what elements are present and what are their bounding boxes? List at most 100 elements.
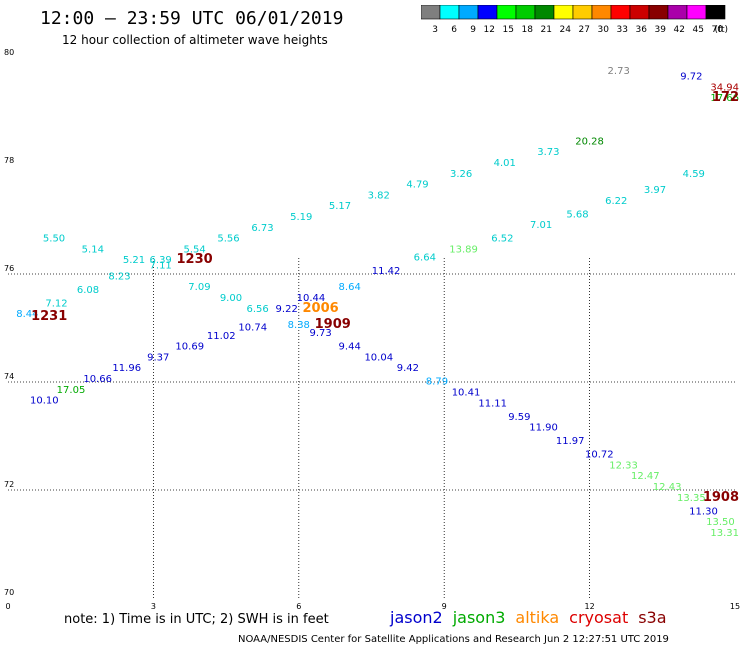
scale-label: 27	[579, 25, 590, 35]
wave-height-label: 5.68	[566, 209, 588, 220]
x-tick-label: 15	[730, 602, 740, 611]
wave-height-label: 3.26	[450, 169, 472, 180]
wave-height-label: 9.73	[309, 328, 331, 339]
scale-label: 12	[484, 25, 495, 35]
wave-height-label: 5.17	[329, 201, 351, 212]
wave-height-label: 12.47	[631, 471, 660, 482]
wave-height-label: 13.89	[449, 244, 478, 255]
wave-height-label: 4.79	[406, 180, 428, 191]
wave-height-label: 11.90	[529, 423, 558, 434]
wave-height-label: 6.52	[491, 234, 513, 245]
wave-height-label: 11.97	[556, 436, 585, 447]
wave-height-label: 10.66	[83, 374, 112, 385]
wave-height-label: 6.08	[77, 285, 99, 296]
scale-label: 21	[541, 25, 552, 35]
y-tick-label: 78	[4, 156, 14, 165]
wave-height-label: 10.44	[297, 293, 326, 304]
wave-height-label: 1231	[31, 309, 67, 324]
y-tick-label: 72	[4, 480, 14, 489]
scale-label: 3	[432, 25, 438, 35]
scale-label: 24	[560, 25, 572, 35]
legend-item-jason3: jason3	[452, 608, 506, 627]
chart-title: 12:00 – 23:59 UTC 06/01/2019	[40, 8, 344, 29]
wave-height-label: 4.59	[683, 169, 705, 180]
wave-height-label: 9.42	[397, 363, 419, 374]
wave-height-label: 7.01	[530, 220, 552, 231]
wave-height-label: 9.44	[339, 342, 361, 353]
y-tick-label: 74	[4, 372, 14, 381]
wave-height-label: 10.04	[364, 352, 393, 363]
chart-axes: 0 3 6 9 12 15 70 72 74 76 78 80	[4, 48, 740, 611]
wave-height-label: 9.00	[220, 293, 242, 304]
wave-height-label: 10.41	[452, 388, 481, 399]
wave-height-label: 7.11	[150, 261, 172, 272]
scale-label: 33	[617, 25, 628, 35]
scale-label: 42	[674, 25, 685, 35]
wave-height-label: 1909	[315, 317, 351, 332]
wave-height-label: 13.50	[706, 517, 735, 528]
wave-height-label: 13.31	[710, 528, 739, 539]
wave-height-label: 13.35	[677, 493, 706, 504]
wave-height-label: 9.22	[276, 304, 298, 315]
wave-height-label: 8.64	[339, 282, 361, 293]
x-tick-label: 0	[5, 602, 10, 611]
wave-height-label: 6.39	[150, 255, 172, 266]
footer-note: note: 1) Time is in UTC; 2) SWH is in fe…	[64, 612, 329, 627]
legend-item-jason2: jason2	[390, 608, 443, 627]
wave-height-label: 8.23	[108, 271, 130, 282]
wave-height-label: 5.50	[43, 234, 65, 245]
chart-grid	[8, 258, 735, 598]
wave-height-label: 10.10	[30, 396, 59, 407]
scale-label: 6	[451, 25, 457, 35]
scale-label: 15	[503, 25, 514, 35]
chart-subtitle: 12 hour collection of altimeter wave hei…	[62, 33, 328, 47]
wave-height-label: 6.22	[605, 196, 627, 207]
wave-height-label: 11.96	[112, 363, 141, 374]
x-tick-label: 9	[442, 602, 447, 611]
wave-height-label: 7.09	[188, 282, 210, 293]
wave-height-label: 10.69	[175, 342, 204, 353]
wave-height-label: 7.12	[45, 298, 67, 309]
wave-height-label: 2006	[303, 301, 339, 316]
y-tick-label: 70	[4, 588, 14, 597]
wave-height-label: 8.38	[288, 320, 310, 331]
scale-label: 9	[470, 25, 476, 35]
wave-height-label: 17.66	[710, 93, 739, 104]
wave-height-label: 4.01	[494, 158, 516, 169]
wave-height-label: 11.11	[478, 398, 507, 409]
wave-height-label: 34.94	[710, 82, 739, 93]
wave-height-label: 11.02	[207, 331, 236, 342]
wave-height-label: 5.54	[183, 244, 205, 255]
wave-height-color-scale: 3 6 9 12 15 18 21 24 27 30 33 36 39 42 45 70(ft)	[421, 5, 728, 35]
legend-item-cryosat: cryosat	[569, 608, 629, 627]
wave-height-label: 1230	[177, 252, 213, 267]
wave-height-label: 6.64	[414, 253, 436, 264]
satellite-legend: jason2 jason3 altika cryosat s3a	[390, 608, 677, 627]
wave-height-label: 9.72	[680, 72, 702, 83]
wave-height-label: 8.79	[426, 377, 448, 388]
wave-height-label: 6.73	[251, 223, 273, 234]
wave-height-label: 6.56	[246, 304, 268, 315]
wave-height-label: 17.05	[57, 385, 86, 396]
wave-height-label: 5.21	[123, 255, 145, 266]
wave-height-label: 20.28	[575, 136, 604, 147]
scale-label: 39	[655, 25, 667, 35]
footer-credit: NOAA/NESDIS Center for Satellite Applica…	[238, 634, 669, 645]
wave-height-label: 3.82	[368, 190, 390, 201]
wave-height-label: 2.73	[608, 66, 630, 77]
wave-height-label: 5.14	[82, 244, 104, 255]
scale-swatch	[705, 5, 726, 20]
wave-height-label: 11.42	[372, 266, 401, 277]
y-tick-label: 76	[4, 264, 14, 273]
wave-height-label: 5.56	[217, 234, 239, 245]
wave-height-label: 5.19	[290, 212, 312, 223]
wave-height-label: 8.44	[16, 309, 38, 320]
legend-item-s3a: s3a	[638, 608, 667, 627]
x-tick-label: 12	[585, 602, 595, 611]
wave-height-label: 3.97	[644, 185, 666, 196]
wave-height-label: 11.30	[689, 506, 718, 517]
y-tick-label: 80	[4, 48, 14, 57]
scale-label: 30	[598, 25, 610, 35]
